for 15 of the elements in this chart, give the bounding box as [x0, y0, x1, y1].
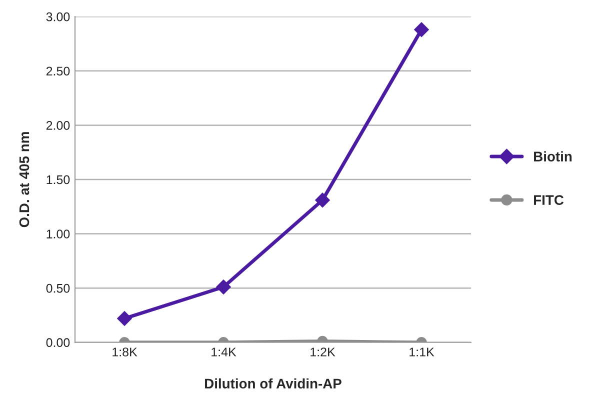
x-axis-title: Dilution of Avidin-AP	[205, 378, 342, 389]
x-tick-label: 1:1K	[410, 348, 434, 356]
legend-label: Biotin	[534, 151, 572, 162]
x-tick-label: 1:8K	[112, 348, 138, 356]
y-tick-label: 1.50	[46, 175, 70, 184]
y-tick-label: 0.00	[46, 338, 70, 348]
y-tick-label: 1.00	[46, 230, 70, 238]
y-tick-label: 0.50	[46, 284, 70, 293]
y-tick-label: 2.50	[46, 66, 70, 76]
y-axis-title: O.D. at 405 nm	[19, 132, 30, 228]
legend-label: FITC	[534, 195, 564, 205]
y-tick-label: 3.00	[46, 12, 70, 22]
y-tick-label: 2.00	[46, 120, 70, 130]
x-tick-label: 1:4K	[212, 348, 236, 356]
x-tick-label: 1:2K	[310, 348, 336, 356]
